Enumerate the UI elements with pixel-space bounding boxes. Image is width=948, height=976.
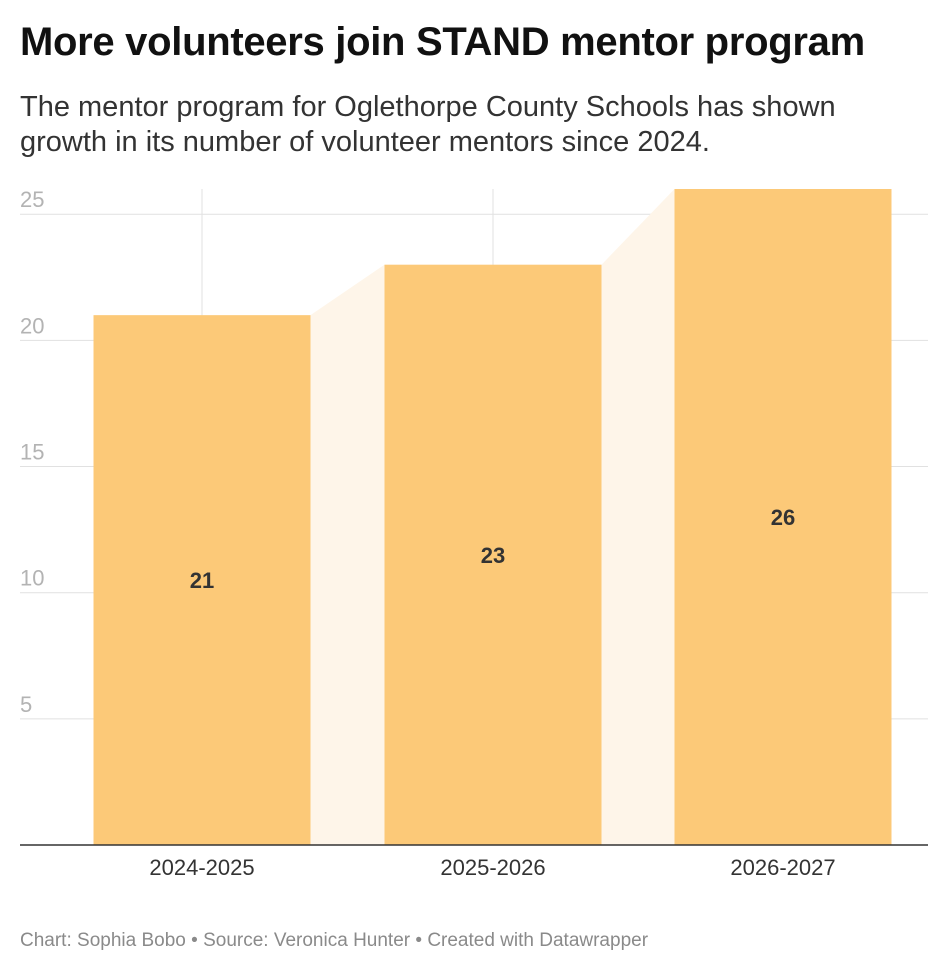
y-tick-label: 15 [20, 440, 44, 465]
y-tick-label: 20 [20, 313, 44, 338]
y-gridlines [20, 213, 928, 720]
x-gridlines [201, 189, 784, 845]
footer-separator: • [415, 930, 423, 951]
bar-connectors [310, 189, 675, 845]
credit-label: Chart: [20, 930, 72, 951]
y-tick-label: 25 [20, 187, 44, 212]
x-tick-label: 2024-2025 [149, 855, 254, 880]
source-label: Source: [203, 930, 269, 951]
created-with: Created with Datawrapper [427, 930, 649, 951]
data-label: 26 [771, 505, 795, 530]
bar-connector [601, 189, 675, 845]
data-label: 21 [190, 568, 214, 593]
credit-name: Sophia Bobo [77, 930, 186, 951]
data-labels: 21 23 26 [190, 505, 795, 593]
x-tick-labels: 2024-2025 2025-2026 2026-2027 [149, 855, 835, 880]
bars [93, 189, 892, 846]
bar [674, 189, 892, 845]
x-tick-label: 2026-2027 [730, 855, 835, 880]
chart-title: More volunteers join STAND mentor progra… [20, 20, 865, 64]
bar [384, 264, 602, 845]
chart-subtitle: The mentor program for Oglethorpe County… [20, 91, 836, 158]
y-tick-label: 10 [20, 566, 44, 591]
y-tick-label: 5 [20, 692, 32, 717]
x-tick-label: 2025-2026 [440, 855, 545, 880]
source-name: Veronica Hunter [273, 930, 411, 951]
chart-footer: Chart: Sophia Bobo • Source: Veronica Hu… [20, 930, 648, 952]
bar-connector [310, 264, 385, 845]
y-tick-labels: 5 10 15 20 25 [20, 187, 44, 717]
bar [93, 315, 311, 846]
data-label: 23 [481, 543, 505, 568]
footer-separator: • [191, 930, 198, 951]
